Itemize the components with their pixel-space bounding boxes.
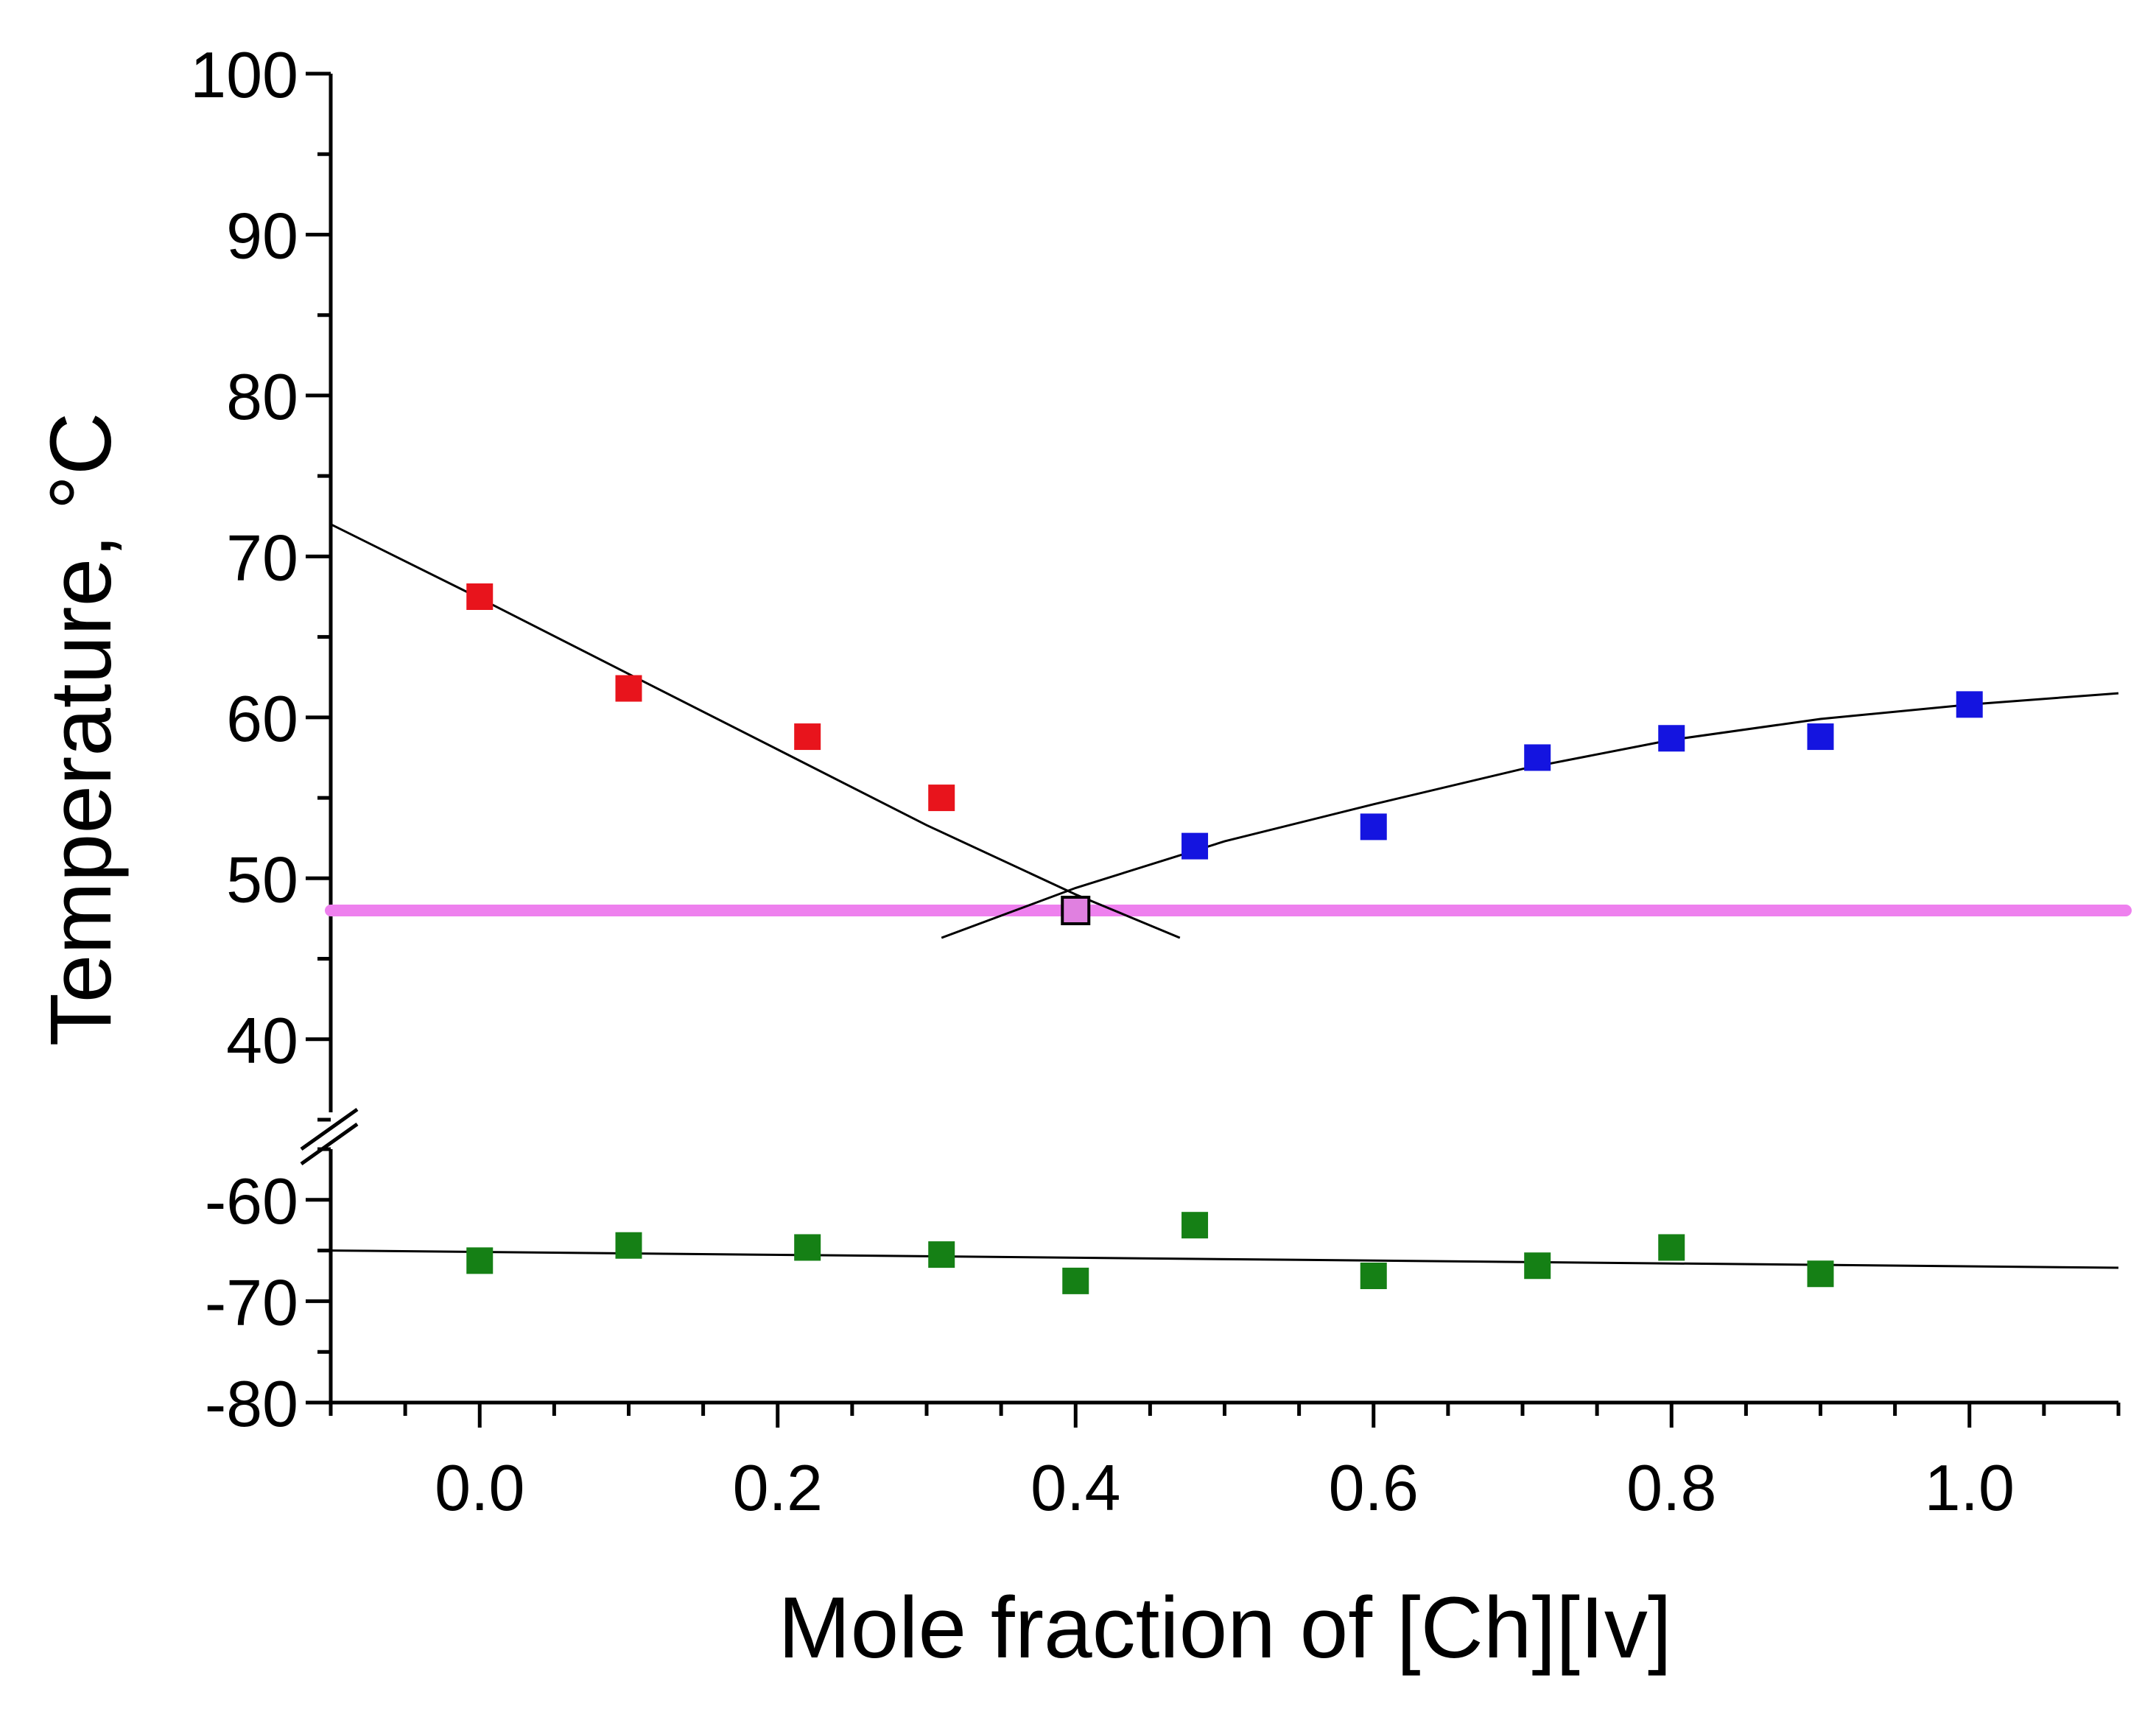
glass-transition-marker [1181,1212,1209,1239]
glass-transition-marker [615,1232,642,1259]
liquidus-right-marker [1658,725,1685,752]
y-tick-label: 80 [226,360,298,433]
liquidus-left-marker [794,723,821,751]
x-tick-label: 0.4 [1030,1451,1120,1524]
eutectic-point-marker [1061,896,1091,925]
y-tick-label: -70 [205,1266,298,1338]
glass-transition-marker [1360,1263,1387,1289]
x-tick-label: 0.2 [733,1451,823,1524]
y-axis-title: Temperature, °C [32,413,130,1046]
liquidus-right-marker [1360,813,1387,841]
fit-left-curve [330,523,1181,939]
axis-break-mark [300,1122,359,1166]
glass-transition-marker [466,1247,494,1274]
y-tick-label: 60 [226,682,298,755]
liquidus-right-marker [1524,744,1551,771]
axis-break-mark [300,1107,359,1151]
glass-transition-marker [1658,1234,1685,1261]
glass-transition-marker [1807,1260,1834,1288]
y-tick-label: 50 [226,843,298,916]
y-tick-label: -80 [205,1367,298,1440]
liquidus-left-marker [615,675,642,702]
liquidus-left-marker [928,785,955,812]
fit-glass-curve [330,1249,2119,1269]
x-tick-label: 1.0 [1925,1451,2015,1524]
glass-transition-marker [1062,1267,1089,1294]
y-tick-label: -60 [205,1165,298,1238]
x-tick-label: 0.6 [1329,1451,1419,1524]
y-tick-label: 100 [190,38,298,111]
liquidus-left-marker [466,583,494,610]
x-axis-title: Mole fraction of [Ch][Iv] [778,1579,1671,1677]
y-tick-label: 40 [226,1004,298,1077]
liquidus-right-marker [1807,723,1834,751]
x-tick-label: 0.8 [1626,1451,1716,1524]
liquidus-right-marker [1956,691,1983,718]
glass-transition-marker [928,1241,955,1268]
x-tick-label: 0.0 [435,1451,524,1524]
fit-right-curve [941,692,2119,939]
glass-transition-marker [1524,1252,1551,1280]
liquidus-right-marker [1181,832,1209,860]
y-tick-label: 70 [226,521,298,594]
glass-transition-marker [794,1234,821,1261]
y-tick-label: 90 [226,199,298,272]
